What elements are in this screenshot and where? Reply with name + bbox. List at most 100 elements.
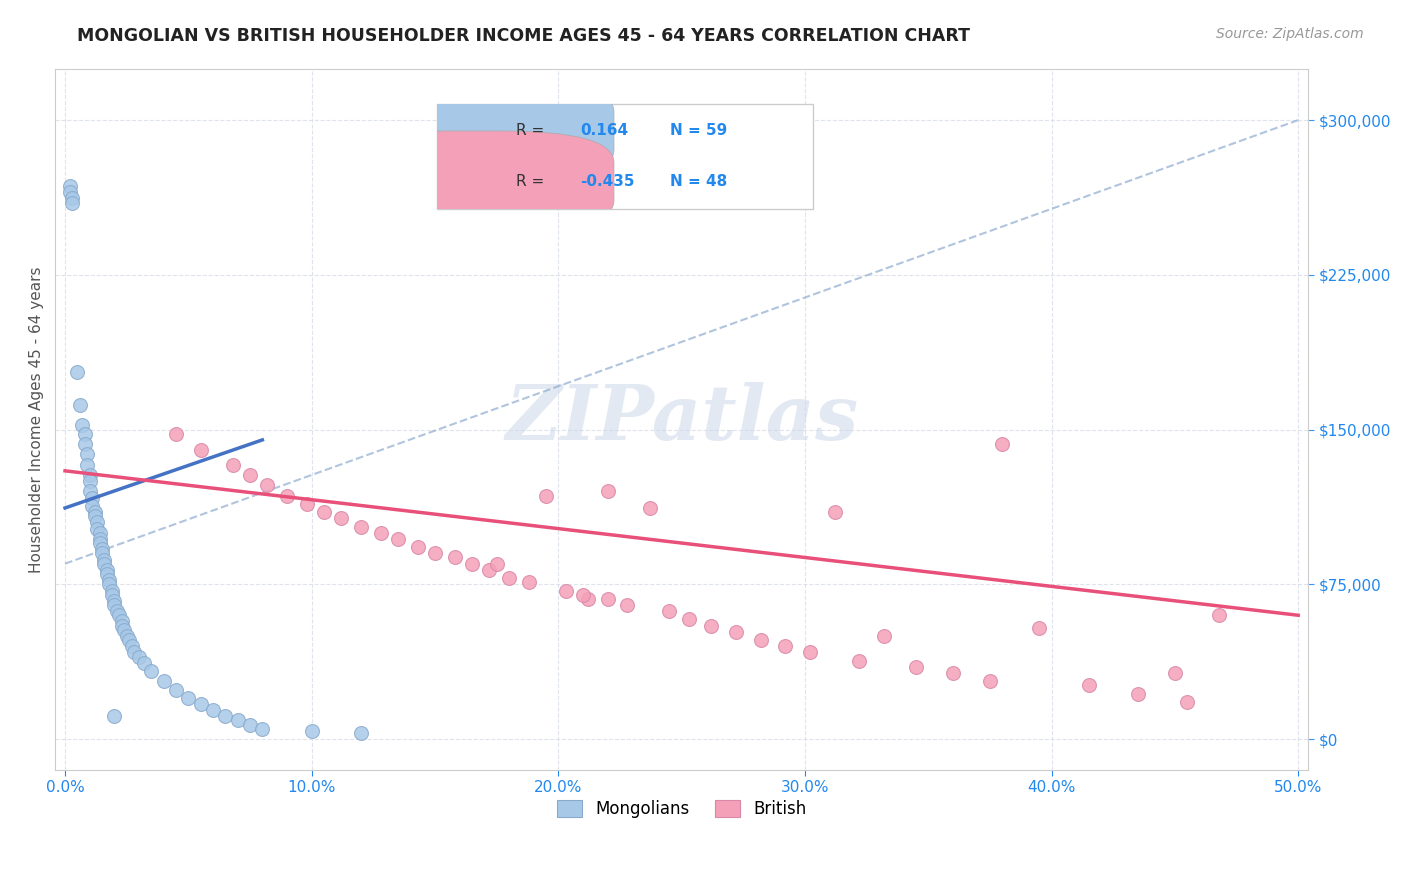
Point [485, 557, 508, 571]
Point [83, 509, 105, 524]
Point [76, 458, 98, 472]
Point [824, 505, 846, 519]
Point [73, 426, 96, 441]
Point [799, 645, 821, 659]
Point [498, 571, 520, 585]
Point [423, 546, 446, 560]
Point [89, 532, 111, 546]
Point [98, 577, 121, 591]
Point [69, 398, 91, 412]
Point [190, 443, 212, 458]
Point [79, 484, 101, 499]
Point [638, 500, 661, 515]
Point [101, 583, 124, 598]
Point [387, 532, 409, 546]
Point [91, 542, 114, 557]
Point [1164, 666, 1187, 681]
Point [89, 536, 111, 550]
Point [165, 682, 187, 697]
Point [904, 660, 927, 674]
Text: ZIPatlas: ZIPatlas [505, 383, 858, 457]
Point [103, 594, 125, 608]
Point [128, 649, 150, 664]
Point [62, 192, 84, 206]
Point [96, 566, 118, 581]
Point [96, 563, 118, 577]
Point [1126, 687, 1149, 701]
Point [517, 575, 540, 590]
Point [301, 723, 323, 738]
Point [86, 516, 108, 530]
Point [443, 550, 465, 565]
Point [406, 540, 429, 554]
Point [190, 697, 212, 711]
Point [59, 179, 82, 194]
Point [991, 437, 1014, 451]
Point [678, 612, 700, 626]
Point [141, 664, 163, 678]
Point [121, 639, 143, 653]
Point [749, 633, 772, 648]
Point [62, 195, 84, 210]
Point [724, 624, 747, 639]
Point [165, 426, 187, 441]
Point [91, 546, 114, 560]
Point [572, 588, 595, 602]
Point [72, 418, 94, 433]
Point [658, 604, 681, 618]
Point [1028, 621, 1050, 635]
Point [202, 703, 225, 717]
Point [103, 709, 125, 723]
Point [103, 598, 125, 612]
Point [177, 690, 200, 705]
Text: Source: ZipAtlas.com: Source: ZipAtlas.com [1216, 27, 1364, 41]
Point [79, 467, 101, 482]
Point [312, 505, 335, 519]
Point [214, 709, 236, 723]
Point [98, 573, 121, 587]
Point [295, 497, 318, 511]
Point [73, 437, 96, 451]
Point [83, 505, 105, 519]
Point [1208, 608, 1230, 623]
Point [596, 591, 619, 606]
Point [82, 491, 104, 505]
Point [226, 714, 249, 728]
Point [79, 474, 101, 488]
Point [942, 666, 965, 681]
Point [82, 499, 104, 513]
Point [478, 563, 501, 577]
Point [89, 525, 111, 540]
Point [461, 557, 484, 571]
Point [350, 726, 373, 740]
Point [616, 598, 638, 612]
Point [115, 629, 138, 643]
Point [93, 552, 115, 566]
Legend: Mongolians, British: Mongolians, British [550, 793, 813, 825]
Point [111, 618, 134, 632]
Point [1077, 678, 1099, 692]
Point [700, 618, 723, 632]
Point [873, 629, 896, 643]
Point [1175, 695, 1198, 709]
Point [256, 478, 278, 492]
Point [66, 365, 89, 379]
Point [239, 467, 262, 482]
Point [132, 656, 155, 670]
Point [370, 525, 392, 540]
Point [773, 639, 796, 653]
Point [848, 654, 870, 668]
Point [239, 717, 262, 731]
Point [152, 674, 174, 689]
Point [86, 522, 108, 536]
Point [330, 511, 353, 525]
Point [105, 604, 128, 618]
Point [111, 615, 134, 629]
Point [276, 489, 298, 503]
Point [350, 519, 373, 533]
Point [554, 583, 576, 598]
Text: MONGOLIAN VS BRITISH HOUSEHOLDER INCOME AGES 45 - 64 YEARS CORRELATION CHART: MONGOLIAN VS BRITISH HOUSEHOLDER INCOME … [77, 27, 970, 45]
Point [576, 591, 599, 606]
Point [122, 645, 145, 659]
Point [222, 458, 245, 472]
